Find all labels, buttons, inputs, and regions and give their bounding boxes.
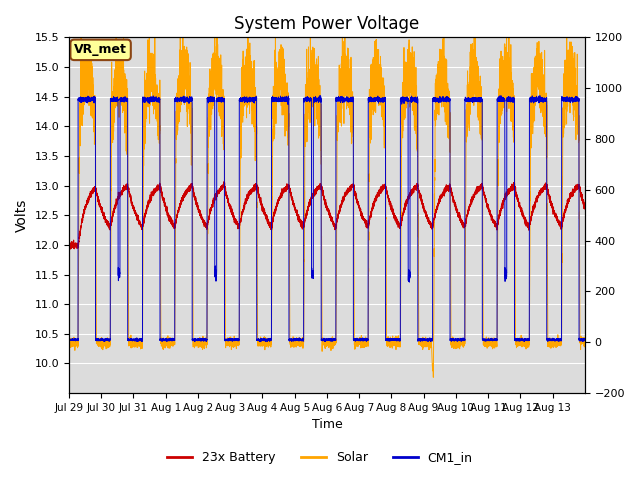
23x Battery [581,204,589,210]
Y-axis label: Volts: Volts [15,199,29,232]
Solar [83,60,91,66]
23x Battery [297,218,305,224]
Legend: 23x Battery, Solar, CM1_in: 23x Battery, Solar, CM1_in [163,446,477,469]
Solar [581,339,589,345]
23x Battery [224,196,232,202]
23x Battery [67,246,74,252]
CM1_in [515,337,523,343]
23x Battery [515,203,523,208]
CM1_in [256,339,264,345]
Solar [515,342,523,348]
23x Battery [452,208,460,214]
Solar [65,340,73,346]
Line: 23x Battery: 23x Battery [69,182,585,249]
CM1_in [452,337,460,343]
CM1_in [296,337,304,343]
23x Battery [83,198,91,204]
Solar [452,344,460,350]
Title: System Power Voltage: System Power Voltage [234,15,420,33]
Line: CM1_in: CM1_in [69,96,585,342]
Solar [429,374,437,380]
CM1_in [316,93,324,98]
23x Battery [220,179,227,185]
Solar [199,339,207,345]
Solar [296,338,304,344]
CM1_in [581,337,589,343]
CM1_in [83,95,91,100]
Line: Solar: Solar [69,31,585,377]
23x Battery [65,241,73,247]
23x Battery [199,219,207,225]
Solar [223,338,231,344]
CM1_in [199,336,207,342]
CM1_in [65,336,73,342]
CM1_in [223,337,231,343]
Solar [77,28,85,34]
Text: VR_met: VR_met [74,43,127,56]
X-axis label: Time: Time [312,419,342,432]
